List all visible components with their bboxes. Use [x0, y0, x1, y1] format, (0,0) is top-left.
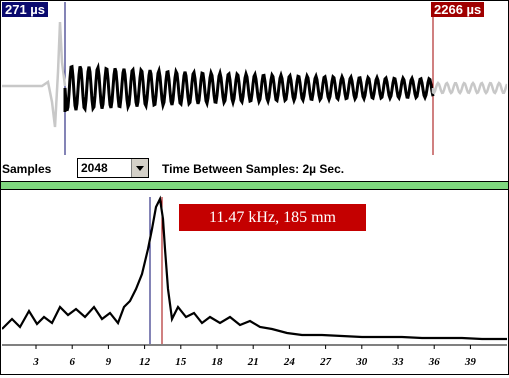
left-cursor-time-label: 271 µs [2, 2, 49, 17]
waveform-outside-right [431, 81, 509, 95]
x-tick-label: 36 [428, 356, 441, 368]
x-tick-label: 30 [355, 356, 368, 368]
samples-label: Samples [2, 162, 52, 176]
x-axis-ticks: 3 6 9 12 15 18 21 24 27 30 33 36 39 [32, 345, 476, 368]
panel-divider[interactable] [1, 181, 508, 190]
time-between-samples-label: Time Between Samples: 2µ Sec. [162, 162, 345, 176]
sampling-controls: Samples 2048 Time Between Samples: 2µ Se… [2, 157, 507, 179]
x-tick-label: 39 [464, 356, 477, 368]
x-tick-label: 27 [319, 356, 332, 368]
peak-annotation: 11.47 kHz, 185 mm [179, 204, 366, 231]
time-waveform-plot [2, 2, 509, 155]
x-tick-label: 3 [32, 356, 39, 368]
x-tick-label: 21 [247, 356, 259, 368]
spectrum-panel[interactable]: 3 6 9 12 15 18 21 24 27 30 33 36 39 [1, 189, 507, 373]
samples-select-value: 2048 [81, 161, 108, 175]
x-tick-label: 6 [69, 356, 75, 368]
waveform-outside-left [2, 21, 67, 128]
time-waveform-panel[interactable]: 271 µs 2266 µs [2, 2, 509, 155]
right-cursor-time-label: 2266 µs [431, 2, 485, 17]
x-tick-label: 24 [283, 356, 296, 368]
x-tick-label: 9 [106, 356, 112, 368]
x-tick-label: 12 [139, 356, 151, 368]
dropdown-arrow-icon[interactable] [131, 159, 148, 177]
x-tick-label: 33 [392, 356, 405, 368]
x-tick-label: 15 [175, 356, 187, 368]
spectrum-curve [1, 195, 507, 341]
samples-select[interactable]: 2048 [77, 158, 149, 178]
x-tick-label: 18 [212, 356, 224, 368]
waveform-selected [63, 62, 435, 113]
spectrum-plot: 3 6 9 12 15 18 21 24 27 30 33 36 39 [1, 195, 507, 368]
